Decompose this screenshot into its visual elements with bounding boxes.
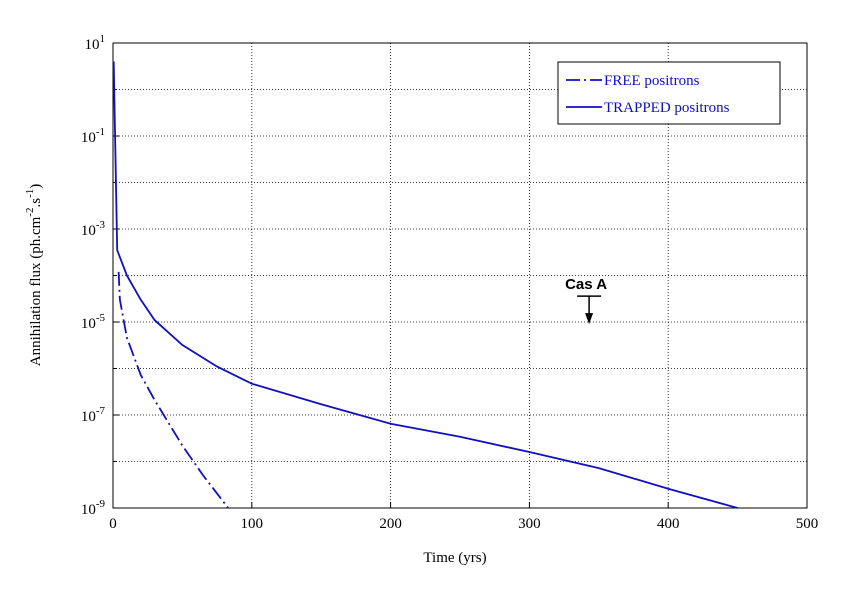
x-tick-label: 100 [241, 516, 264, 532]
x-tick-label: 200 [379, 516, 402, 532]
x-tick-label: 400 [657, 516, 680, 532]
x-axis-label: Time (yrs) [423, 550, 486, 566]
x-tick-label: 300 [518, 516, 541, 532]
legend-box [557, 61, 781, 125]
x-tick-label: 0 [109, 516, 117, 532]
y-tick-label: 10-3 [81, 219, 106, 239]
data-line [117, 271, 229, 509]
y-axis-label: Annihilation flux (ph.cm-2.s-1) [24, 184, 44, 367]
y-tick-label: 10-7 [81, 405, 106, 425]
y-tick-label: 101 [85, 33, 106, 53]
y-tick-label: 10-1 [81, 126, 105, 146]
legend-label: FREE positrons [604, 73, 700, 89]
plot-frame [112, 42, 808, 509]
legend-label: TRAPPED positrons [604, 100, 730, 116]
annotation: Cas A [565, 276, 607, 293]
y-tick-label: 10-5 [81, 312, 106, 332]
y-tick-label: 10-9 [81, 498, 106, 518]
data-line [112, 61, 738, 509]
x-tick-label: 500 [796, 516, 819, 532]
arrow-head [585, 313, 594, 325]
